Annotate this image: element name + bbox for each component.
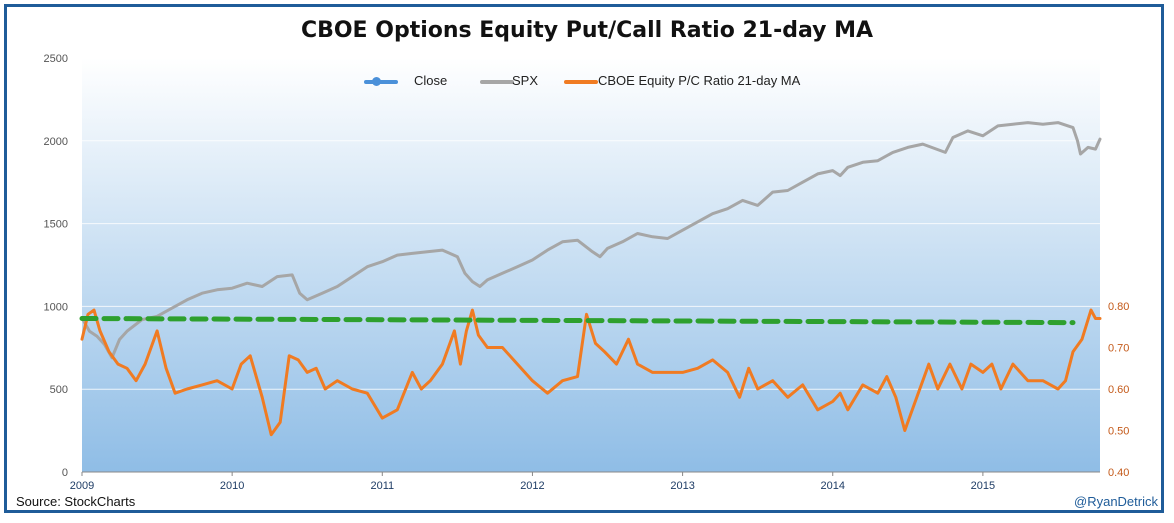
y-right-tick-label: 0.40 [1108,467,1129,479]
legend-marker-close [372,77,381,86]
legend-swatch-pc-ratio [564,80,598,84]
gridlines [82,57,1100,390]
x-tick-label: 2009 [70,480,94,492]
y-left-tick-label: 1500 [44,219,68,231]
tick-labels: 0 500 1000 1500 2000 2500 0.40 0.50 0.60 0.70 0.80… [44,53,1130,492]
y-right-tick-label: 0.70 [1108,343,1129,355]
y-right-tick-label: 0.80 [1108,301,1129,313]
x-tick-label: 2013 [670,480,694,492]
y-right-tick-label: 0.60 [1108,384,1129,396]
legend-label-pc-ratio: CBOE Equity P/C Ratio 21-day MA [598,73,801,88]
chart-title: CBOE Options Equity Put/Call Ratio 21-da… [300,18,874,43]
x-tick-label: 2015 [971,480,995,492]
source-note: Source: StockCharts [16,494,136,509]
series-layer [79,121,1102,437]
y-left-tick-label: 1000 [44,301,68,313]
x-tick-label: 2012 [520,480,544,492]
legend-swatch-spx [480,80,514,84]
y-right-tick-label: 0.50 [1108,426,1129,438]
y-left-tick-label: 0 [62,467,68,479]
series-line-trend [79,316,1076,326]
y-left-tick-label: 2500 [44,53,68,65]
legend-swatch-close [364,80,398,84]
legend-label-spx: SPX [512,73,539,88]
y-left-tick-label: 500 [50,384,68,396]
series-line-spx [80,121,1102,360]
author-handle: @RyanDetrick [1074,494,1158,509]
plot-background [82,58,1100,472]
x-tick-label: 2014 [820,480,844,492]
legend-label-close: Close [414,73,448,88]
x-tick-label: 2010 [220,480,244,492]
y-left-tick-label: 2000 [44,136,68,148]
x-tick-label: 2011 [370,480,394,492]
series-line-cboe-equity-p-c-ratio-21-day-ma [80,308,1102,437]
